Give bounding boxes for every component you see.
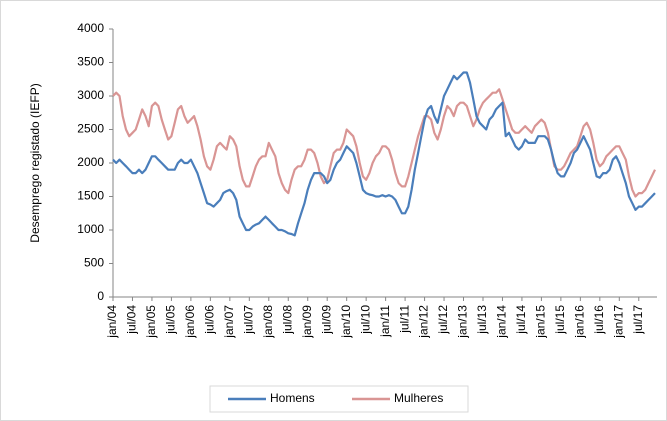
x-tick-label: jul/07 [241,305,255,335]
y-tick-label: 0 [97,289,104,303]
x-tick-label: jul/04 [125,305,139,335]
x-tick-label: jan/09 [300,305,314,339]
x-tick-label: jul/09 [319,305,333,335]
y-tick-label: 500 [84,256,104,270]
x-tick-label: jul/13 [475,305,489,335]
series-line [112,71,656,237]
x-tick-label: jul/17 [631,305,645,335]
x-tick-label: jul/12 [436,305,450,335]
x-tick-label: jan/07 [222,305,236,339]
y-tick-label: 2500 [77,122,104,136]
x-tick-label: jul/06 [203,305,217,335]
y-tick-label: 3000 [77,88,104,102]
legend-label: Homens [270,391,315,405]
x-tick-label: jul/11 [397,305,411,334]
y-tick-label: 3500 [77,55,104,69]
x-tick-label: jul/08 [280,305,294,335]
x-tick-label: jan/08 [261,305,275,339]
x-tick-label: jul/15 [553,305,567,335]
x-tick-label: jan/05 [144,305,158,339]
x-tick-label: jan/15 [534,305,548,339]
x-tick-label: jul/10 [358,305,372,335]
x-tick-label: jan/16 [573,305,587,339]
y-tick-label: 2000 [77,155,104,169]
y-axis-title: Desemprego registado (IEFP) [28,83,42,242]
x-tick-label: jan/14 [495,305,509,339]
x-tick-label: jan/13 [456,305,470,339]
x-tick-label: jan/06 [183,305,197,339]
x-tick-label: jan/17 [611,305,625,339]
x-tick-label: jul/05 [164,305,178,335]
x-tick-label: jan/12 [417,305,431,339]
x-tick-label: jan/11 [378,305,392,338]
series-line [112,88,656,198]
y-tick-label: 1500 [77,189,104,203]
x-tick-label: jul/14 [514,305,528,335]
x-tick-label: jul/16 [592,305,606,335]
legend-label: Mulheres [394,391,443,405]
y-tick-label: 4000 [77,21,104,35]
y-tick-label: 1000 [77,222,104,236]
x-tick-label: jan/10 [339,305,353,339]
x-tick-label: jan/04 [105,305,119,339]
